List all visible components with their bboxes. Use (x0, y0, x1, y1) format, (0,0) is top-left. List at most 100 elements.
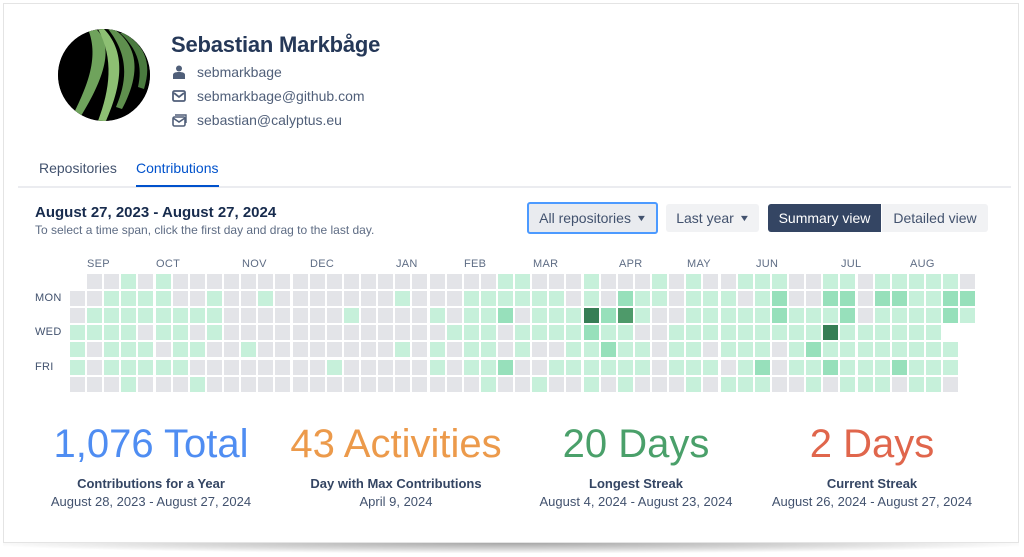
heatmap-day-cell[interactable] (823, 274, 838, 289)
heatmap-day-cell[interactable] (344, 325, 359, 340)
heatmap-day-cell[interactable] (772, 274, 787, 289)
heatmap-day-cell[interactable] (566, 360, 581, 375)
heatmap-day-cell[interactable] (686, 360, 701, 375)
heatmap-day-cell[interactable] (703, 377, 718, 392)
heatmap-day-cell[interactable] (190, 291, 205, 306)
heatmap-day-cell[interactable] (344, 308, 359, 323)
heatmap-day-cell[interactable] (481, 342, 496, 357)
heatmap-day-cell[interactable] (703, 274, 718, 289)
heatmap-day-cell[interactable] (138, 342, 153, 357)
heatmap-day-cell[interactable] (481, 291, 496, 306)
heatmap-day-cell[interactable] (618, 325, 633, 340)
heatmap-day-cell[interactable] (755, 360, 770, 375)
heatmap-day-cell[interactable] (909, 308, 924, 323)
heatmap-day-cell[interactable] (892, 325, 907, 340)
heatmap-day-cell[interactable] (430, 377, 445, 392)
heatmap-day-cell[interactable] (395, 360, 410, 375)
heatmap-day-cell[interactable] (412, 377, 427, 392)
heatmap-day-cell[interactable] (635, 291, 650, 306)
heatmap-day-cell[interactable] (960, 274, 975, 289)
heatmap-day-cell[interactable] (584, 291, 599, 306)
heatmap-day-cell[interactable] (584, 342, 599, 357)
heatmap-day-cell[interactable] (703, 342, 718, 357)
heatmap-day-cell[interactable] (789, 360, 804, 375)
heatmap-day-cell[interactable] (258, 308, 273, 323)
heatmap-day-cell[interactable] (395, 342, 410, 357)
heatmap-day-cell[interactable] (310, 291, 325, 306)
heatmap-day-cell[interactable] (498, 342, 513, 357)
heatmap-day-cell[interactable] (652, 308, 667, 323)
heatmap-day-cell[interactable] (738, 325, 753, 340)
heatmap-day-cell[interactable] (293, 360, 308, 375)
heatmap-day-cell[interactable] (755, 342, 770, 357)
tab-contributions[interactable]: Contributions (136, 160, 219, 187)
heatmap-day-cell[interactable] (156, 274, 171, 289)
heatmap-day-cell[interactable] (789, 274, 804, 289)
heatmap-day-cell[interactable] (327, 274, 342, 289)
heatmap-day-cell[interactable] (224, 360, 239, 375)
heatmap-day-cell[interactable] (601, 308, 616, 323)
heatmap-day-cell[interactable] (823, 360, 838, 375)
heatmap-day-cell[interactable] (618, 274, 633, 289)
heatmap-day-cell[interactable] (721, 308, 736, 323)
heatmap-day-cell[interactable] (293, 308, 308, 323)
heatmap-day-cell[interactable] (686, 291, 701, 306)
heatmap-day-cell[interactable] (121, 325, 136, 340)
heatmap-day-cell[interactable] (584, 308, 599, 323)
heatmap-day-cell[interactable] (498, 291, 513, 306)
heatmap-day-cell[interactable] (344, 291, 359, 306)
heatmap-day-cell[interactable] (361, 274, 376, 289)
detailed-view-button[interactable]: Detailed view (882, 204, 988, 232)
heatmap-day-cell[interactable] (618, 360, 633, 375)
heatmap-day-cell[interactable] (327, 308, 342, 323)
heatmap-day-cell[interactable] (190, 325, 205, 340)
heatmap-day-cell[interactable] (943, 377, 958, 392)
heatmap-day-cell[interactable] (241, 342, 256, 357)
heatmap-day-cell[interactable] (858, 291, 873, 306)
heatmap-day-cell[interactable] (875, 360, 890, 375)
heatmap-day-cell[interactable] (960, 291, 975, 306)
heatmap-day-cell[interactable] (121, 360, 136, 375)
heatmap-day-cell[interactable] (840, 308, 855, 323)
heatmap-day-cell[interactable] (447, 360, 462, 375)
heatmap-day-cell[interactable] (566, 308, 581, 323)
heatmap-day-cell[interactable] (70, 308, 85, 323)
heatmap-day-cell[interactable] (549, 274, 564, 289)
heatmap-day-cell[interactable] (344, 377, 359, 392)
heatmap-day-cell[interactable] (635, 308, 650, 323)
heatmap-day-cell[interactable] (738, 360, 753, 375)
heatmap-day-cell[interactable] (686, 308, 701, 323)
heatmap-day-cell[interactable] (104, 274, 119, 289)
heatmap-day-cell[interactable] (378, 360, 393, 375)
heatmap-day-cell[interactable] (943, 291, 958, 306)
heatmap-day-cell[interactable] (395, 325, 410, 340)
heatmap-day-cell[interactable] (515, 291, 530, 306)
heatmap-day-cell[interactable] (669, 377, 684, 392)
heatmap-day-cell[interactable] (310, 360, 325, 375)
heatmap-day-cell[interactable] (532, 274, 547, 289)
heatmap-day-cell[interactable] (738, 377, 753, 392)
heatmap-day-cell[interactable] (327, 360, 342, 375)
heatmap-day-cell[interactable] (669, 274, 684, 289)
heatmap-day-cell[interactable] (241, 308, 256, 323)
heatmap-day-cell[interactable] (635, 325, 650, 340)
heatmap-day-cell[interactable] (686, 377, 701, 392)
heatmap-day-cell[interactable] (875, 325, 890, 340)
heatmap-day-cell[interactable] (310, 308, 325, 323)
heatmap-day-cell[interactable] (121, 274, 136, 289)
heatmap-day-cell[interactable] (207, 308, 222, 323)
heatmap-day-cell[interactable] (430, 342, 445, 357)
heatmap-day-cell[interactable] (395, 308, 410, 323)
heatmap-day-cell[interactable] (275, 274, 290, 289)
heatmap-day-cell[interactable] (498, 377, 513, 392)
heatmap-day-cell[interactable] (515, 325, 530, 340)
heatmap-day-cell[interactable] (258, 291, 273, 306)
heatmap-day-cell[interactable] (275, 325, 290, 340)
heatmap-day-cell[interactable] (156, 325, 171, 340)
heatmap-day-cell[interactable] (566, 342, 581, 357)
heatmap-day-cell[interactable] (652, 360, 667, 375)
heatmap-day-cell[interactable] (566, 291, 581, 306)
heatmap-day-cell[interactable] (361, 342, 376, 357)
heatmap-day-cell[interactable] (224, 274, 239, 289)
heatmap-day-cell[interactable] (772, 308, 787, 323)
